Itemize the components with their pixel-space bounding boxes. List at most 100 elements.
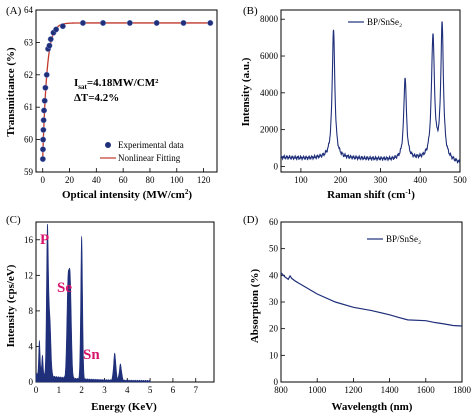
panel-2-xtick-label: 4 <box>125 385 130 395</box>
panel-3-xtick-label: 1600 <box>417 385 436 395</box>
panel-b-xlabel: Raman shift (cm-1) <box>327 188 415 201</box>
panel-2-ytick-label: 16 <box>24 235 34 245</box>
element-label-sn: Sn <box>83 347 100 363</box>
panel-2-xtick-label: 0 <box>34 385 39 395</box>
data-point <box>47 36 54 43</box>
panel-3-ytick-label: 60 <box>269 217 279 227</box>
panel-0-ytick-label: 61 <box>24 102 33 112</box>
panel-0-xtick-label: 80 <box>145 175 155 185</box>
panel-b-plot: 100 200 300 400 500 0 2000 4000 6000 8000 <box>260 9 467 185</box>
panel-3-xtick-label: 1200 <box>344 385 363 395</box>
panel-2-ytick-label: 4 <box>29 341 34 351</box>
panel-3-ytick-label: 10 <box>269 350 279 360</box>
panel-a-xlabel: Optical intensity (MW/cm2) <box>62 188 192 201</box>
panel-1-xtick-label: 400 <box>413 175 427 185</box>
panel-3-xtick-label: 1400 <box>381 385 400 395</box>
raman-series-line <box>280 21 461 164</box>
data-point <box>53 26 60 33</box>
panel-c-label: (C) <box>6 214 21 226</box>
panel-a-legend: Experimental data Nonlinear Fitting <box>100 140 184 163</box>
panel-3-ytick-label: 20 <box>269 324 279 334</box>
panel-0-xtick-label: 60 <box>119 175 129 185</box>
data-point <box>46 42 53 49</box>
panel-3-xtick-label: 1000 <box>308 385 327 395</box>
data-point <box>42 84 49 91</box>
panel-1-ytick-label: 0 <box>274 161 279 171</box>
panel-3-xtick-label: 1800 <box>453 385 472 395</box>
panel-a-ylabel: Transmittance (%) <box>5 47 17 137</box>
panel-1-ytick-label: 6000 <box>260 51 279 61</box>
panel-1-frame <box>280 9 461 173</box>
data-point <box>41 97 48 104</box>
panel-d-label: (D) <box>243 214 259 226</box>
panel-1-ytick-label: 8000 <box>260 14 279 24</box>
panel-b: (B) 100 200 300 400 500 0 2000 4000 6000 8000 BP/… <box>240 5 467 201</box>
panel-1-xtick-label: 200 <box>334 175 348 185</box>
panel-0-xtick-label: 40 <box>92 175 102 185</box>
panel-c-ylabel: Intensity (cps/eV) <box>5 264 17 347</box>
panel-0-xtick-label: 120 <box>197 175 211 185</box>
panel-2-frame <box>35 221 215 383</box>
panel-2-xtick-label: 2 <box>79 385 84 395</box>
panel-0-ytick-label: 59 <box>24 167 34 177</box>
data-point <box>40 136 47 143</box>
data-point <box>39 156 46 163</box>
panel-0-ytick-label: 64 <box>24 5 34 15</box>
panel-3-ytick-label: 30 <box>269 297 279 307</box>
panel-3-xtick-label: 800 <box>274 385 288 395</box>
data-point <box>153 19 160 26</box>
data-point <box>79 19 86 26</box>
data-point <box>40 126 47 133</box>
panel-1-xtick-label: 500 <box>453 175 467 185</box>
data-point <box>126 19 133 26</box>
panel-a-dt-note: ΔT=4.2% <box>74 92 119 104</box>
panel-3-ytick-label: 0 <box>274 377 279 387</box>
panel-0-xtick-label: 100 <box>170 175 184 185</box>
panel-1-ytick-label: 4000 <box>260 88 279 98</box>
panel-a-label: (A) <box>6 5 22 17</box>
panel-0-ytick-label: 62 <box>24 70 33 80</box>
panel-2-xtick-label: 7 <box>193 385 198 395</box>
panel-b-label: (B) <box>243 5 258 17</box>
panel-d: (D) 800 1000 1200 1400 1600 1800 0 10 20 30 40 50 60… <box>243 214 472 413</box>
legend-label-b: BP/SnSe₂ <box>367 17 402 27</box>
element-label-se: Se <box>57 280 72 296</box>
element-label-p: P <box>40 232 49 248</box>
legend-label-points: Experimental data <box>118 140 184 150</box>
panel-2-ytick-label: 12 <box>24 270 33 280</box>
panel-a: (A) 0 20 40 60 80 100 120 59 60 61 62 63 64 Isat=4.1… <box>5 5 218 201</box>
panel-0-xtick-label: 0 <box>40 175 45 185</box>
panel-0-frame <box>35 9 218 173</box>
panel-1-ytick-label: 2000 <box>260 125 279 135</box>
panel-d-ylabel: Absorption (%) <box>249 269 261 344</box>
data-point <box>180 19 187 26</box>
panel-0-xtick-label: 20 <box>65 175 75 185</box>
panel-a-plot: 0 20 40 60 80 100 120 59 60 61 62 63 64 <box>24 5 218 185</box>
panel-3-ytick-label: 40 <box>269 270 279 280</box>
panel-d-plot: 800 1000 1200 1400 1600 1800 0 10 20 30 40 50 60 <box>269 217 472 395</box>
panel-d-xlabel: Wavelength (nm) <box>332 401 413 413</box>
data-point <box>100 19 107 26</box>
panel-2-xtick-label: 3 <box>102 385 107 395</box>
data-point <box>207 19 214 26</box>
panel-3-ytick-label: 50 <box>269 244 279 254</box>
panel-2-xtick-label: 1 <box>57 385 62 395</box>
panel-b-ylabel: Intensity (a.u.) <box>240 57 252 126</box>
absorption-series-line <box>280 272 463 327</box>
data-point <box>59 23 66 30</box>
data-point <box>39 146 46 153</box>
panel-2-ytick-label: 0 <box>29 377 34 387</box>
panel-1-xtick-label: 100 <box>294 175 308 185</box>
legend-marker-points <box>105 142 111 148</box>
panel-0-ytick-label: 60 <box>24 135 34 145</box>
fit-curve <box>42 22 211 160</box>
data-point <box>40 117 47 124</box>
eds-spectrum-area <box>35 224 151 383</box>
panel-2-ytick-label: 8 <box>29 306 34 316</box>
panel-3-frame <box>280 221 463 383</box>
panel-1-xtick-label: 300 <box>374 175 388 185</box>
legend-label-d: BP/SnSe₂ <box>386 234 421 244</box>
